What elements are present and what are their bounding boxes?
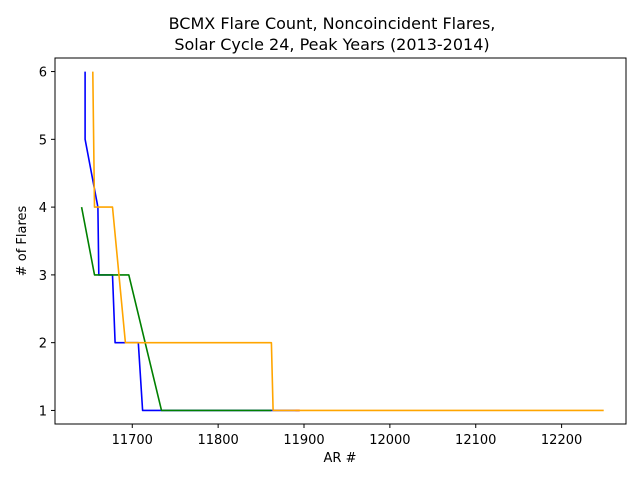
x-tick-label: 11700 [112,433,153,448]
y-tick-label: 2 [39,337,47,352]
x-tick-label: 11800 [197,433,238,448]
series-line-1 [84,71,300,412]
plot-lines [80,71,604,412]
y-tick-label: 6 [39,66,47,81]
x-tick-label: 12000 [369,433,410,448]
y-axis: 1 2 3 4 5 6 [39,66,55,419]
y-tick-label: 3 [39,269,47,284]
x-axis: 11700 11800 11900 12000 12100 12200 [112,424,582,448]
chart-title-line-2: Solar Cycle 24, Peak Years (2013-2014) [174,35,489,54]
series-line-3 [80,206,272,412]
x-tick-label: 11900 [283,433,324,448]
x-axis-label: AR # [324,451,357,466]
y-tick-label: 4 [39,201,47,216]
series-line-4 [92,71,604,412]
plot-frame [54,57,627,425]
y-tick-label: 1 [39,404,47,419]
x-tick-label: 12200 [541,433,582,448]
chart-title-line-1: BCMX Flare Count, Noncoincident Flares, [169,14,496,33]
x-tick-label: 12100 [455,433,496,448]
y-axis-label: # of Flares [15,205,30,276]
y-tick-label: 5 [39,133,47,148]
